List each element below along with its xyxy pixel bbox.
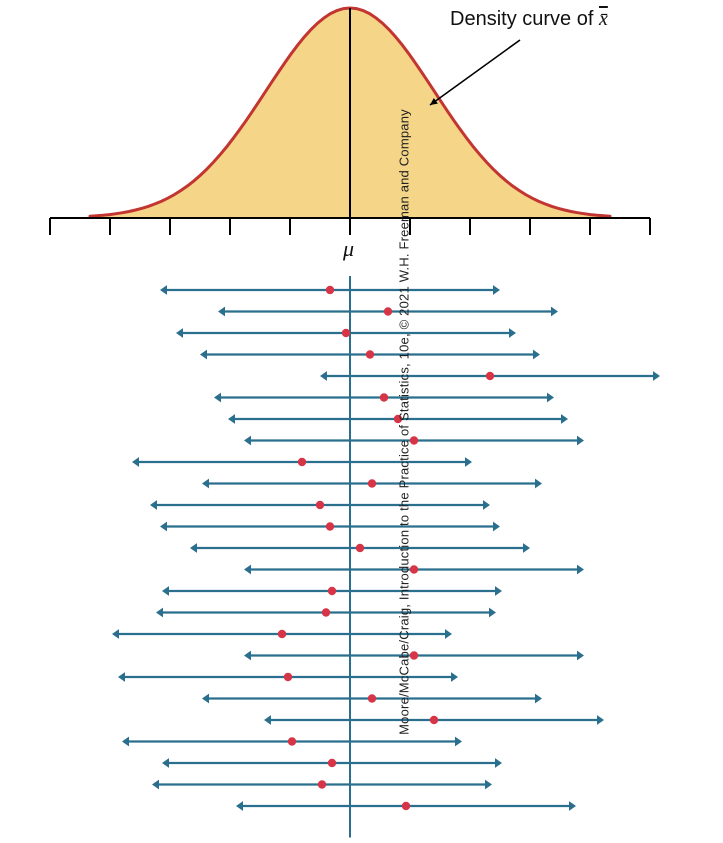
- ci-arrow-left: [152, 780, 159, 790]
- ci-point: [316, 501, 324, 509]
- ci-point: [326, 286, 334, 294]
- plot-area: Density curve of x̄ μ: [20, 0, 680, 843]
- ci-point: [326, 522, 334, 530]
- ci-arrow-right: [547, 393, 554, 403]
- ci-arrow-right: [451, 672, 458, 682]
- ci-arrow-right: [533, 350, 540, 360]
- ci-arrow-left: [122, 737, 129, 747]
- ci-point: [322, 608, 330, 616]
- ci-arrow-left: [244, 565, 251, 575]
- ci-arrow-right: [551, 307, 558, 317]
- ci-arrow-right: [535, 479, 542, 489]
- ci-arrow-left: [132, 457, 139, 467]
- ci-arrow-left: [162, 758, 169, 768]
- ci-arrow-right: [577, 565, 584, 575]
- ci-arrow-left: [320, 371, 327, 381]
- ci-arrow-right: [495, 586, 502, 596]
- ci-arrow-left: [150, 500, 157, 510]
- ci-arrow-right: [569, 801, 576, 811]
- density-curve-label: Density curve of x̄: [450, 8, 608, 31]
- ci-arrow-right: [509, 328, 516, 338]
- mu-label: μ: [343, 236, 354, 262]
- ci-arrow-right: [493, 522, 500, 532]
- ci-point: [384, 307, 392, 315]
- diagram-svg: [20, 0, 680, 843]
- ci-arrow-right: [483, 500, 490, 510]
- ci-arrow-left: [202, 694, 209, 704]
- ci-point: [284, 673, 292, 681]
- ci-arrow-left: [236, 801, 243, 811]
- ci-arrow-right: [485, 780, 492, 790]
- ci-point: [278, 630, 286, 638]
- ci-point: [328, 759, 336, 767]
- ci-arrow-left: [160, 285, 167, 295]
- page-root: Density curve of x̄ μ Moore/McCabe/Craig…: [0, 0, 723, 843]
- ci-point: [368, 479, 376, 487]
- ci-arrow-left: [244, 436, 251, 446]
- ci-point: [402, 802, 410, 810]
- ci-arrow-right: [577, 436, 584, 446]
- label-arrow-line: [430, 40, 520, 105]
- ci-arrow-right: [577, 651, 584, 661]
- ci-point: [288, 737, 296, 745]
- ci-arrow-right: [465, 457, 472, 467]
- ci-arrow-right: [445, 629, 452, 639]
- ci-arrow-right: [495, 758, 502, 768]
- ci-arrow-right: [493, 285, 500, 295]
- ci-point: [318, 780, 326, 788]
- ci-arrow-left: [162, 586, 169, 596]
- ci-arrow-left: [200, 350, 207, 360]
- ci-arrow-left: [160, 522, 167, 532]
- xbar-symbol: x̄: [599, 8, 608, 30]
- ci-arrow-right: [455, 737, 462, 747]
- ci-arrow-right: [535, 694, 542, 704]
- ci-arrow-right: [653, 371, 660, 381]
- ci-point: [342, 329, 350, 337]
- ci-arrow-right: [489, 608, 496, 618]
- ci-arrow-left: [112, 629, 119, 639]
- ci-arrow-right: [561, 414, 568, 424]
- ci-arrow-right: [597, 715, 604, 725]
- ci-arrow-left: [156, 608, 163, 618]
- ci-arrow-left: [118, 672, 125, 682]
- density-label-text: Density curve of: [450, 8, 599, 30]
- ci-point: [368, 694, 376, 702]
- ci-arrow-left: [190, 543, 197, 553]
- ci-arrow-left: [218, 307, 225, 317]
- ci-point: [380, 393, 388, 401]
- ci-arrow-left: [176, 328, 183, 338]
- ci-point: [298, 458, 306, 466]
- ci-point: [356, 544, 364, 552]
- ci-point: [366, 350, 374, 358]
- ci-arrow-left: [214, 393, 221, 403]
- ci-arrow-right: [523, 543, 530, 553]
- ci-point: [430, 716, 438, 724]
- ci-arrow-left: [244, 651, 251, 661]
- ci-arrow-left: [202, 479, 209, 489]
- ci-point: [486, 372, 494, 380]
- ci-arrow-left: [228, 414, 235, 424]
- credit-text: Moore/McCabe/Craig, Introduction to the …: [397, 109, 412, 735]
- ci-point: [328, 587, 336, 595]
- ci-arrow-left: [264, 715, 271, 725]
